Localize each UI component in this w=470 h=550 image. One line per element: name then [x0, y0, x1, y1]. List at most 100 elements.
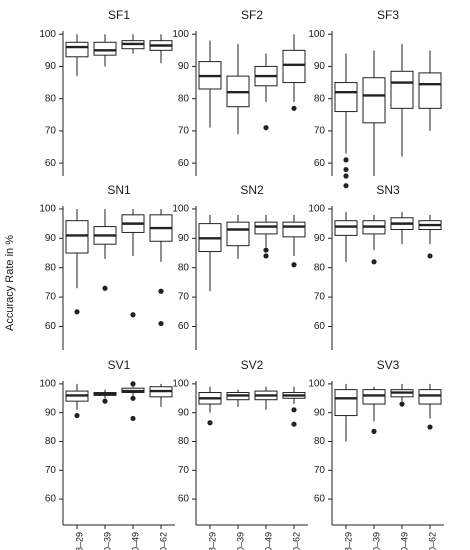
box-SF1-30–39 [93, 41, 117, 56]
y-tick-label: 90 [45, 61, 57, 72]
y-tick-label: 60 [45, 321, 57, 332]
box-SF3-40–49 [390, 70, 414, 109]
x-tick-label: 30–39 [235, 532, 245, 550]
y-tick-label: 100 [172, 204, 189, 215]
panel-title-SV1: SV1 [108, 358, 131, 372]
x-tick-label: 30–39 [102, 532, 112, 550]
y-tick-label: 80 [178, 436, 190, 447]
y-tick-label: 60 [45, 158, 57, 169]
y-tick-label: 80 [314, 93, 326, 104]
y-tick-label: 90 [178, 61, 190, 72]
outlier-point [158, 320, 164, 327]
y-tick-label: 80 [314, 262, 326, 273]
x-tick-label: 50–62 [427, 532, 437, 550]
y-tick-label: 80 [178, 262, 190, 273]
y-tick-label: 80 [178, 93, 190, 104]
panel-title-SN2: SN2 [240, 183, 264, 197]
y-tick-label: 60 [178, 494, 190, 505]
panel-title-SV3: SV3 [377, 358, 400, 372]
outlier-point [130, 415, 136, 422]
outlier-point [158, 288, 164, 294]
y-tick-label: 90 [45, 407, 57, 418]
y-tick-label: 70 [45, 465, 57, 476]
box-SN2-30–39 [226, 221, 250, 247]
x-tick-label: 40–49 [263, 532, 273, 550]
y-tick-label: 70 [178, 126, 190, 137]
panel-title-SV2: SV2 [241, 358, 264, 372]
outlier-point [102, 398, 108, 404]
outlier-point [74, 309, 80, 315]
x-tick-label: 18–29 [343, 532, 353, 550]
box-SV3-18–29 [334, 389, 358, 417]
y-tick-label: 60 [178, 158, 190, 169]
outlier-point [74, 412, 80, 419]
y-tick-label: 60 [314, 494, 326, 505]
outlier-point [102, 285, 108, 291]
y-tick-label: 90 [314, 233, 326, 244]
y-axis-title: Accuracy Rate in % [4, 235, 16, 331]
y-tick-label: 90 [178, 407, 190, 418]
outlier-point [291, 105, 297, 111]
outlier-point [130, 395, 136, 401]
outlier-point [343, 173, 349, 179]
y-tick-label: 100 [172, 29, 189, 40]
y-tick-label: 100 [172, 379, 189, 390]
y-tick-label: 60 [45, 494, 57, 505]
y-tick-label: 60 [178, 321, 190, 332]
y-tick-label: 80 [45, 436, 57, 447]
y-tick-label: 90 [314, 61, 326, 72]
box-SF2-50–62 [282, 49, 306, 84]
y-tick-label: 80 [314, 436, 326, 447]
x-tick-label: 50–62 [291, 532, 301, 550]
panel-title-SF1: SF1 [108, 8, 130, 22]
y-tick-label: 100 [39, 379, 56, 390]
outlier-point [263, 253, 269, 259]
x-tick-label: 50–62 [158, 532, 168, 550]
box-SF3-50–62 [418, 72, 442, 109]
panel-title-SF3: SF3 [377, 8, 399, 22]
y-tick-label: 70 [314, 292, 326, 303]
panel-title-SN1: SN1 [107, 183, 131, 197]
box-SN3-18–29 [334, 220, 358, 236]
y-tick-label: 70 [314, 465, 326, 476]
y-tick-label: 100 [39, 29, 56, 40]
x-tick-label: 30–39 [371, 532, 381, 550]
y-tick-label: 60 [314, 158, 326, 169]
panel-title-SF2: SF2 [241, 8, 263, 22]
box-SN2-50–62 [282, 221, 306, 238]
outlier-point [427, 253, 433, 259]
y-tick-label: 70 [178, 465, 190, 476]
y-tick-label: 100 [39, 204, 56, 215]
box-SV3-30–39 [362, 389, 386, 405]
outlier-point [399, 401, 405, 407]
y-tick-label: 90 [45, 233, 57, 244]
outlier-point [263, 247, 269, 253]
y-tick-label: 80 [45, 93, 57, 104]
y-tick-label: 70 [178, 292, 190, 303]
y-tick-label: 60 [314, 321, 326, 332]
x-tick-label: 40–49 [130, 532, 140, 550]
y-tick-label: 70 [314, 126, 326, 137]
x-tick-label: 40–49 [399, 532, 409, 550]
outlier-point [343, 166, 349, 173]
x-tick-label: 18–29 [74, 532, 84, 550]
outlier-point [291, 262, 297, 268]
outlier-point [291, 407, 297, 413]
y-tick-label: 70 [45, 126, 57, 137]
outlier-point [263, 125, 269, 131]
y-tick-label: 90 [314, 407, 326, 418]
outlier-point [291, 421, 297, 427]
outlier-point [371, 428, 377, 434]
y-tick-label: 90 [178, 233, 190, 244]
y-tick-label: 100 [308, 29, 325, 40]
outlier-point [427, 424, 433, 430]
panel-title-SN3: SN3 [376, 183, 400, 197]
outlier-point [371, 259, 377, 265]
outlier-point [130, 381, 136, 387]
y-tick-label: 80 [45, 262, 57, 273]
y-tick-label: 100 [308, 379, 325, 390]
outlier-point [130, 312, 136, 318]
box-SF3-30–39 [362, 77, 386, 124]
box-SV3-50–62 [418, 389, 442, 405]
